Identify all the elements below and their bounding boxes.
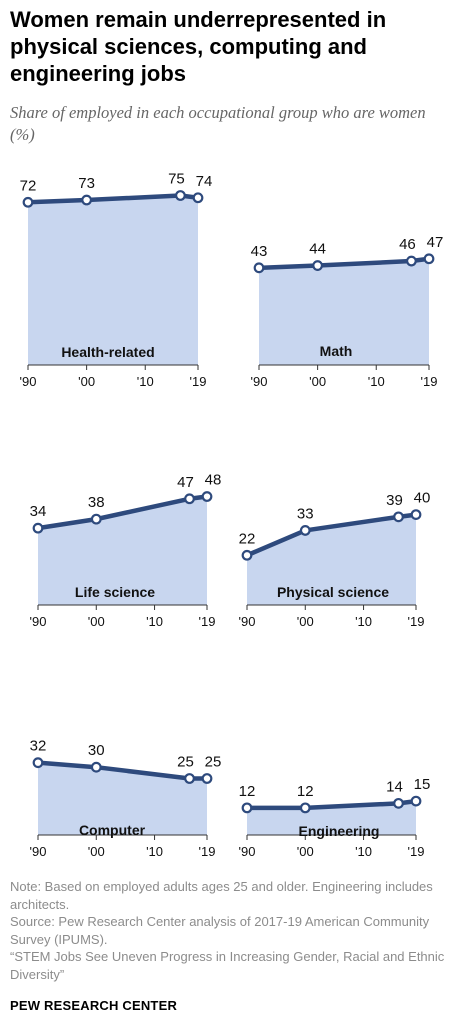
engineering-panel-label: Engineering [299, 823, 380, 839]
physical-science-tick-label: '19 [408, 614, 425, 629]
math-panel-label: Math [320, 343, 353, 359]
computer-panel-label: Computer [79, 822, 146, 838]
health-related-series-line [25, 193, 201, 205]
computer-series-line [35, 760, 210, 781]
source-text: Source: Pew Research Center analysis of … [10, 914, 430, 947]
physical-science-tick-label: '90 [239, 614, 256, 629]
engineering-tick-label: '10 [355, 844, 372, 859]
computer-point [184, 773, 195, 784]
math-value-label: 44 [309, 241, 326, 258]
life-science-tick-label: '19 [199, 614, 216, 629]
report-title: “STEM Jobs See Uneven Progress in Increa… [10, 949, 445, 982]
life-science-value-label: 48 [205, 472, 222, 489]
physical-science-series-line [244, 512, 419, 558]
health-related-point [81, 194, 93, 206]
health-related-tick-label: '00 [78, 374, 95, 389]
health-related-tick-label: '90 [20, 374, 37, 389]
life-science-panel-label: Life science [75, 584, 155, 600]
math-value-label: 43 [251, 243, 268, 260]
engineering-point [410, 795, 422, 807]
math-point [423, 253, 435, 265]
math-tick-label: '19 [421, 374, 438, 389]
engineering-point [241, 802, 253, 814]
math-series-line [256, 256, 432, 271]
health-related-tick-label: '10 [137, 374, 154, 389]
math-value-label: 47 [427, 234, 444, 251]
life-science-tick-label: '90 [30, 614, 47, 629]
life-science-point [32, 522, 44, 534]
note-text: Note: Based on employed adults ages 25 a… [10, 879, 433, 912]
engineering-value-label: 15 [414, 776, 431, 793]
computer-value-label: 30 [88, 742, 105, 759]
physical-science-point [299, 525, 311, 536]
computer-tick-label: '00 [88, 844, 105, 859]
physical-science-value-label: 33 [297, 505, 314, 522]
brand-logo-text: PEW RESEARCH CENTER [10, 998, 178, 1013]
math-point [253, 262, 265, 274]
life-science-value-label: 47 [177, 474, 194, 491]
computer-value-label: 25 [177, 754, 194, 771]
math-value-label: 46 [399, 236, 416, 253]
physical-science-area [247, 514, 416, 605]
health-related-point [22, 196, 34, 208]
life-science-value-label: 38 [88, 494, 105, 511]
computer-tick-label: '19 [199, 844, 216, 859]
engineering-value-label: 14 [386, 778, 403, 795]
engineering-value-label: 12 [297, 783, 314, 800]
computer-tick-label: '10 [146, 844, 163, 859]
physical-science-point [393, 511, 404, 523]
engineering-tick-label: '19 [408, 844, 425, 859]
physical-science-value-label: 22 [239, 530, 256, 547]
physical-science-tick-label: '00 [297, 614, 314, 629]
computer-point [90, 761, 102, 773]
math-tick-label: '10 [368, 374, 385, 389]
life-science-point [90, 513, 102, 525]
health-related-value-label: 72 [20, 177, 37, 194]
physical-science-point [241, 549, 253, 561]
math-tick-label: '00 [309, 374, 326, 389]
life-science-point [184, 493, 195, 505]
life-science-series-line [35, 494, 210, 531]
math-point [406, 255, 417, 267]
health-related-area [28, 195, 198, 365]
engineering-point [393, 797, 404, 809]
footnotes: Note: Based on employed adults ages 25 a… [10, 878, 450, 983]
health-related-point [175, 190, 186, 201]
computer-point [32, 757, 44, 769]
computer-value-label: 32 [30, 738, 47, 755]
engineering-tick-label: '00 [297, 844, 314, 859]
engineering-tick-label: '90 [239, 844, 256, 859]
health-related-tick-label: '19 [190, 374, 207, 389]
engineering-point [299, 802, 311, 814]
computer-tick-label: '90 [30, 844, 47, 859]
math-tick-label: '90 [251, 374, 268, 389]
physical-science-panel-label: Physical science [277, 584, 389, 600]
health-related-value-label: 75 [168, 171, 185, 188]
life-science-tick-label: '10 [146, 614, 163, 629]
math-area [259, 258, 429, 365]
page-title: Women remain underrepresented in physica… [10, 7, 387, 86]
physical-science-point [410, 509, 422, 520]
computer-point [201, 773, 213, 784]
health-related-panel-label: Health-related [61, 344, 154, 360]
computer-area [38, 762, 207, 835]
chart-subtitle: Share of employed in each occupational g… [10, 103, 426, 144]
physical-science-value-label: 40 [414, 490, 431, 507]
life-science-tick-label: '00 [88, 614, 105, 629]
physical-science-value-label: 39 [386, 492, 403, 509]
life-science-point [201, 491, 213, 502]
math-point [312, 260, 324, 271]
health-related-value-label: 73 [78, 175, 95, 192]
health-related-point [192, 192, 204, 204]
computer-value-label: 25 [205, 754, 222, 771]
engineering-series-line [244, 798, 419, 811]
physical-science-tick-label: '10 [355, 614, 372, 629]
engineering-value-label: 12 [239, 783, 256, 800]
life-science-value-label: 34 [30, 503, 47, 520]
health-related-value-label: 74 [196, 173, 213, 190]
